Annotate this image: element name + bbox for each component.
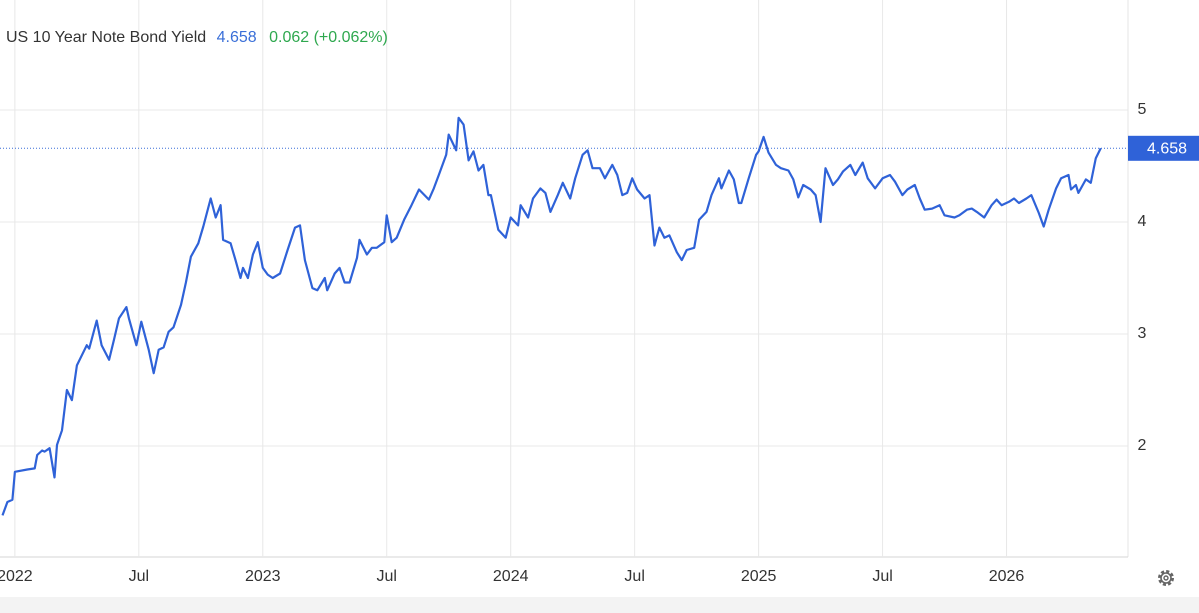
y-tick-label: 2 — [1138, 437, 1147, 454]
x-tick-label: Jul — [624, 568, 644, 585]
last-value-label: 4.658 — [1147, 141, 1187, 158]
x-tick-label: 2024 — [493, 568, 529, 585]
settings-icon[interactable] — [1158, 570, 1174, 586]
chart-title: US 10 Year Note Bond Yield — [6, 29, 206, 46]
x-tick-label: 2023 — [245, 568, 281, 585]
footer-strip — [0, 597, 1199, 613]
last-value: 4.658 — [217, 29, 257, 46]
plot — [0, 116, 1128, 516]
gear-ring[interactable] — [1160, 572, 1172, 584]
x-tick-label: 2022 — [0, 568, 33, 585]
x-tick-label: 2026 — [989, 568, 1025, 585]
last-value-badge — [1128, 135, 1199, 161]
x-tick-label: Jul — [129, 568, 149, 585]
y-tick-label: 5 — [1138, 101, 1147, 118]
x-tick-label: 2025 — [741, 568, 777, 585]
y-tick-label: 4 — [1138, 213, 1147, 230]
x-tick-label: Jul — [872, 568, 892, 585]
x-tick-label: Jul — [377, 568, 397, 585]
gear-teeth[interactable] — [1158, 570, 1174, 586]
series-line — [1, 116, 1102, 516]
y-tick-label: 3 — [1138, 325, 1147, 342]
header: US 10 Year Note Bond Yield 4.658 0.062 (… — [6, 29, 388, 46]
grid — [0, 0, 1128, 557]
gear-hub[interactable] — [1163, 575, 1169, 581]
change: 0.062 (+0.062%) — [269, 29, 388, 46]
